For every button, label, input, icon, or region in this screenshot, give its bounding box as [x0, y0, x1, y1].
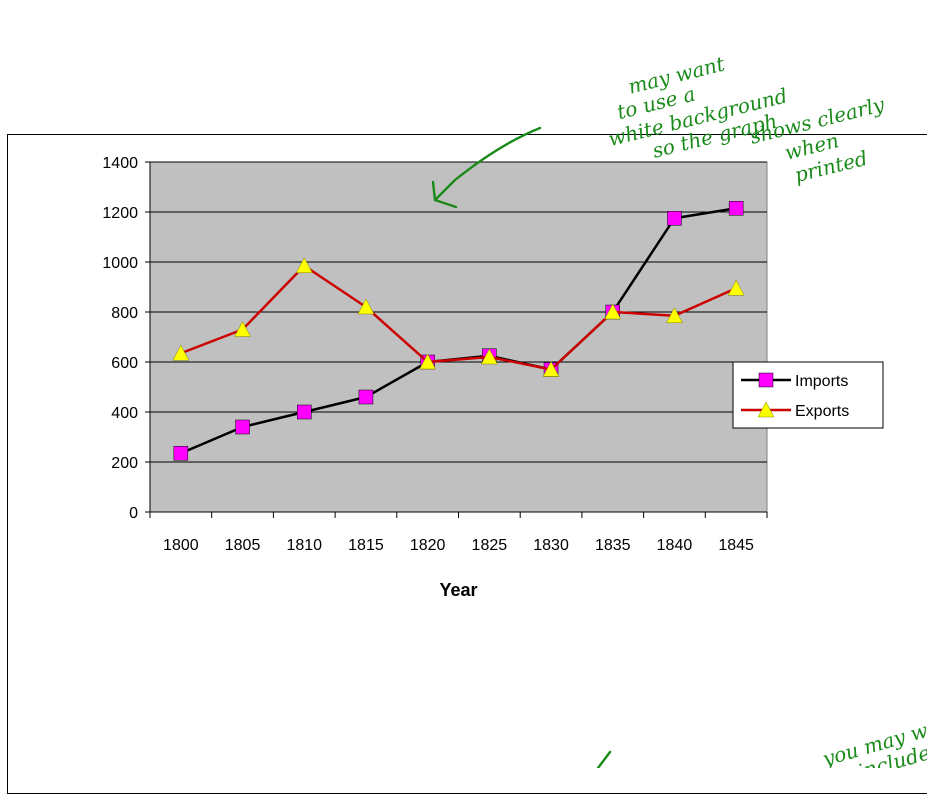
annotation-arrow: [433, 126, 542, 202]
x-tick-label: 1800: [163, 537, 199, 554]
data-point-triangle: [234, 320, 251, 337]
y-tick-label: 1400: [102, 155, 138, 172]
series-exports: [172, 257, 745, 377]
data-point-square: [297, 404, 312, 420]
data-point-triangle: [604, 303, 622, 320]
y-tick-label: 1000: [102, 255, 138, 272]
data-point-square: [235, 419, 250, 435]
y-tick-label: 200: [111, 455, 138, 472]
legend-label-exports: Exports: [795, 403, 849, 420]
data-point-square: [358, 389, 374, 405]
y-tick-label: 600: [111, 355, 138, 372]
axes: 0 200 400 600 800 1000 1200 1400 1800 1805 1810 181…: [102, 155, 768, 554]
x-tick-label: 1835: [595, 537, 631, 554]
series-line-exports: [180, 264, 737, 371]
handwritten-annotation-bottom: you may w include: [596, 718, 927, 768]
x-axis-title: Year: [439, 580, 477, 600]
y-tick-label: 400: [111, 405, 138, 422]
data-point-triangle: [542, 360, 560, 377]
data-point-triangle: [666, 307, 683, 323]
data-point-triangle: [480, 348, 498, 365]
plot-area: [149, 161, 768, 513]
y-tick-label: 1200: [102, 205, 138, 222]
data-point-triangle: [295, 257, 313, 273]
gridlines: [150, 161, 767, 463]
chart-area: 0 200 400 600 800 1000 1200 1400 1800 1805 1810 181…: [7, 134, 927, 794]
legend-marker-imports: [758, 372, 774, 388]
x-tick-label: 1815: [348, 537, 384, 554]
data-point-triangle: [419, 353, 437, 370]
legend: Imports Exports: [732, 361, 884, 429]
handwritten-annotation-top: may want to use a white background so th…: [431, 51, 887, 209]
data-point-square: [173, 446, 189, 461]
annotation-arrowhead: [431, 180, 458, 209]
x-tick-label: 1820: [410, 537, 446, 554]
y-tick-label: 0: [129, 505, 138, 522]
legend-label-imports: Imports: [795, 373, 848, 390]
x-tick-label: 1840: [657, 537, 693, 554]
series-layer: [172, 201, 745, 461]
data-point-square: [667, 211, 682, 226]
data-point-square: [728, 201, 744, 216]
annotation-stroke: [596, 750, 612, 768]
data-point-triangle: [727, 279, 745, 296]
x-tick-label: 1825: [472, 537, 508, 554]
legend-marker-exports: [757, 401, 775, 418]
data-point-triangle: [172, 344, 190, 361]
x-tick-label: 1845: [718, 537, 754, 554]
chart-svg: 0 200 400 600 800 1000 1200 1400 1800 1805 1810 181…: [102, 155, 884, 600]
x-tick-label: 1810: [286, 537, 322, 554]
y-tick-label: 800: [111, 305, 138, 322]
data-point-triangle: [357, 298, 375, 315]
x-tick-label: 1805: [225, 537, 261, 554]
x-tick-label: 1830: [533, 537, 569, 554]
